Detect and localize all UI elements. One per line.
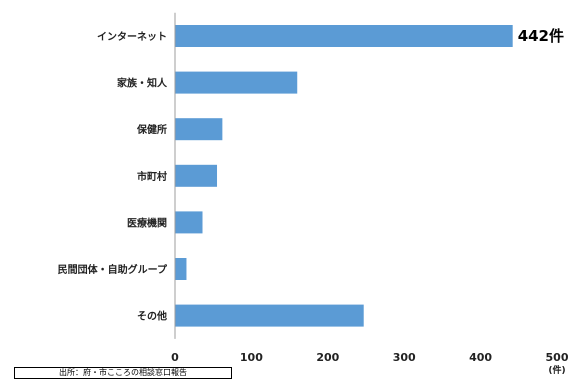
data-labels: 442件 — [518, 27, 564, 45]
bar-4 — [175, 211, 203, 234]
bar-3 — [175, 164, 218, 187]
x-tick-label-5: 500 — [546, 351, 569, 364]
category-label-3: 市町村 — [137, 170, 167, 183]
bar-1 — [175, 71, 298, 94]
bar-5 — [175, 258, 187, 280]
x-tick-label-0: 0 — [171, 351, 179, 364]
x-tick-label-1: 100 — [240, 351, 263, 364]
category-label-0: インターネット — [97, 31, 167, 43]
category-label-5: 民間団体・自助グループ — [58, 263, 168, 276]
bars-group — [175, 25, 513, 327]
x-tick-label-3: 300 — [393, 351, 416, 364]
x-tick-label-4: 400 — [469, 351, 492, 364]
category-label-2: 保健所 — [136, 123, 167, 136]
source-note: 出所：府・市こころの相談窓口報告 — [14, 367, 232, 379]
bar-2 — [175, 118, 223, 141]
category-label-1: 家族・知人 — [117, 77, 168, 90]
data-label-0: 442件 — [518, 27, 564, 45]
x-axis-unit: (件) — [548, 364, 565, 376]
bar-6 — [175, 304, 364, 327]
category-label-6: その他 — [137, 310, 167, 323]
category-label-4: 医療機関 — [127, 216, 167, 229]
x-tick-labels: 0 100 200 300 400 500 — [171, 351, 569, 364]
bar-0 — [175, 25, 513, 47]
x-tick-label-2: 200 — [316, 351, 339, 364]
